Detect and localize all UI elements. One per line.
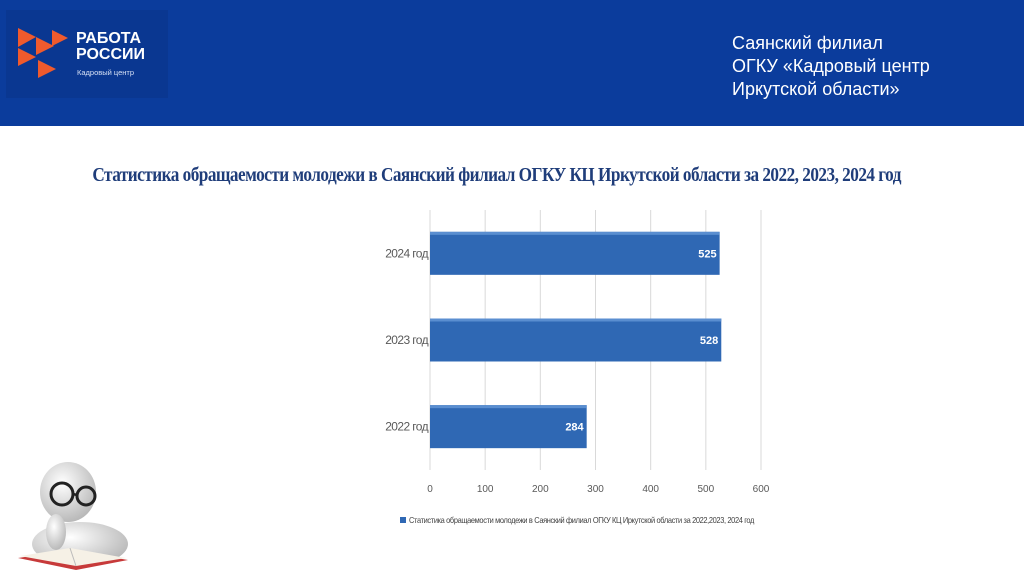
- logo-title: РАБОТА РОССИИ: [76, 30, 146, 63]
- x-tick-label: 100: [477, 484, 494, 495]
- y-category-label: 2023 год: [385, 333, 428, 347]
- organization-name: Саянский филиал ОГКУ «Кадровый центр Ирк…: [732, 33, 930, 99]
- chart-title: Статистика обращаемости молодежи в Саянс…: [92, 164, 901, 186]
- header-banner: РАБОТА РОССИИ Кадровый центр Саянский фи…: [0, 0, 1024, 126]
- bar-value-label: 528: [700, 335, 718, 347]
- x-tick-label: 300: [587, 484, 604, 495]
- bar-value-label: 525: [698, 248, 716, 260]
- x-tick-label: 600: [753, 484, 770, 495]
- y-category-label: 2022 год: [385, 420, 428, 434]
- bar-highlight: [430, 231, 720, 235]
- legend-label: Статистика обращаемости молодежи в Саянс…: [409, 515, 754, 525]
- bar-highlight: [430, 318, 722, 322]
- logo-arrows-icon: [18, 28, 68, 78]
- logo: РАБОТА РОССИИ Кадровый центр: [6, 10, 168, 98]
- x-tick-label: 500: [697, 484, 714, 495]
- bar-value-label: 284: [565, 422, 584, 434]
- reading-figure-icon: [18, 462, 128, 570]
- bar: [430, 231, 720, 275]
- legend-swatch: [400, 517, 406, 523]
- bar: [430, 318, 722, 362]
- y-category-label: 2024 год: [385, 246, 428, 260]
- x-tick-label: 400: [642, 484, 659, 495]
- logo-subtitle: Кадровый центр: [77, 68, 135, 77]
- x-tick-label: 200: [532, 484, 549, 495]
- bar-highlight: [430, 405, 587, 409]
- x-tick-label: 0: [427, 484, 433, 495]
- bar: [430, 405, 587, 449]
